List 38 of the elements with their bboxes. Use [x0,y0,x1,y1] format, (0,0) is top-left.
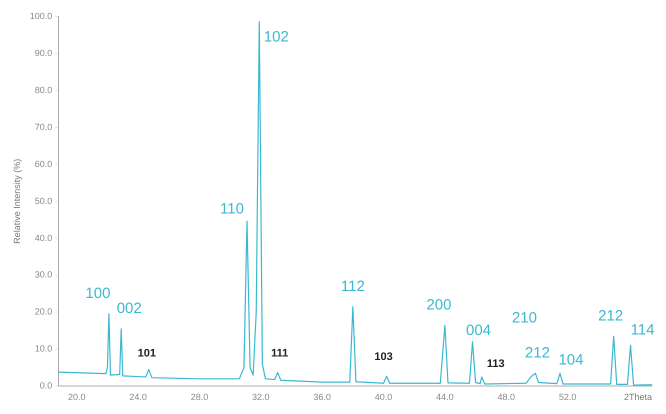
y-tick-label: 80.0 [34,84,52,95]
x-tick-label: 44.0 [436,392,454,402]
annotation: 111 [271,348,288,360]
x-tick-label: 52.0 [558,392,576,402]
annotation: 103 [374,351,393,364]
annotation: 100 [85,284,110,302]
annotation: 212 [524,344,550,362]
annotation: 104 [558,351,584,368]
y-tick-label: 70.0 [34,122,52,132]
y-tick-label: 30.0 [34,270,52,280]
y-tick-label: 60.0 [34,158,52,169]
annotation: 002 [116,300,142,318]
annotation: 114 [630,322,654,339]
x-tick-label: 40.0 [374,392,392,402]
y-tick-label: 90.0 [34,48,52,58]
annotation: 112 [340,278,365,295]
annotation: 102 [264,28,289,46]
y-tick-label: 50.0 [34,196,52,206]
x-tick-label: 24.0 [129,392,147,402]
annotation: 200 [426,296,452,314]
y-tick-label: 0.0 [40,380,52,391]
y-axis-title: Relative Intensity (%) [12,158,22,244]
x-tick-label: 48.0 [498,392,516,402]
y-tick-label: 10.0 [34,344,52,354]
x-tick-label: 32.0 [252,392,270,402]
annotation: 101 [138,348,156,360]
annotation: 004 [466,322,492,339]
annotation: 210 [512,309,537,326]
annotation: 110 [220,200,244,218]
x-tick-label: 28.0 [190,392,208,402]
annotation: 212 [598,307,624,324]
y-tick-label: 20.0 [34,306,52,317]
x-tick-label: 20.0 [68,392,86,402]
y-tick-label: 40.0 [34,232,52,243]
y-tick-label: 100.0 [30,10,52,21]
annotation: 113 [486,358,505,370]
x-axis-title: 2Theta [624,392,652,402]
x-tick-label: 36.0 [313,392,331,402]
